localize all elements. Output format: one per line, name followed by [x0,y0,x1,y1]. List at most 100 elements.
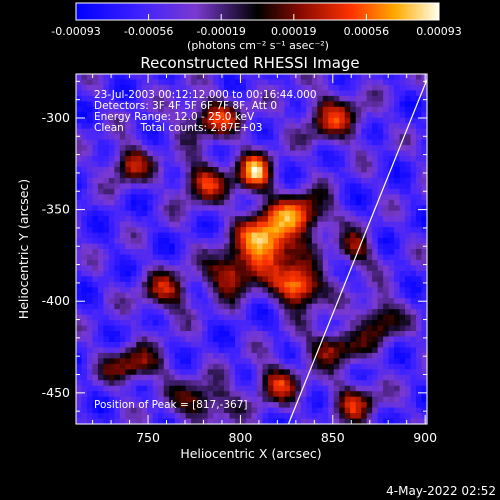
heatmap-cell [97,292,105,299]
heatmap-cell [81,325,88,332]
heatmap-cell [235,352,242,359]
heatmap-cell [136,216,143,223]
heatmap-cell [289,177,296,184]
heatmap-cell [224,112,231,119]
heatmap-cell [377,418,384,425]
heatmap-cell [344,172,351,179]
heatmap-cell [180,407,187,414]
heatmap-cell [152,205,159,212]
heatmap-cell [416,205,423,212]
heatmap-cell [383,194,390,201]
heatmap-cell [92,374,99,381]
heatmap-cell [311,145,318,152]
heatmap-cell [256,320,264,327]
heatmap-cell [328,216,335,223]
heatmap-cell [344,309,351,316]
heatmap-cell [278,325,285,332]
heatmap-cell [103,216,110,223]
heatmap-cell [76,150,83,157]
heatmap-cell [196,117,203,124]
heatmap-cell [251,380,258,387]
heatmap-cell [278,259,285,267]
heatmap-cell [344,325,351,332]
heatmap-cell [114,177,121,184]
heatmap-cell [114,117,121,124]
heatmap-cell [328,369,335,376]
heatmap-cell [92,270,99,277]
heatmap-cell [262,314,269,321]
heatmap-cell [213,194,220,201]
heatmap-cell [130,385,137,392]
heatmap-cell [284,363,291,370]
heatmap-cell [224,347,231,354]
heatmap-cell [339,358,346,365]
heatmap-cell [256,341,264,349]
heatmap-cell [284,95,291,102]
heatmap-cell [213,336,220,343]
heatmap-cell [377,156,384,163]
heatmap-cell [114,106,121,113]
heatmap-cell [229,292,236,299]
heatmap-cell [119,281,126,288]
heatmap-cell [218,331,225,338]
heatmap-cell [76,84,83,92]
heatmap-cell [218,259,225,267]
heatmap-cell [207,249,214,256]
heatmap-cell [295,385,302,392]
heatmap-cell [169,385,176,392]
heatmap-cell [300,172,307,179]
heatmap-cell [278,216,285,223]
heatmap-cell [213,325,220,332]
heatmap-cell [339,309,346,316]
heatmap-cell [92,238,99,245]
heatmap-cell [416,177,423,184]
heatmap-cell [410,270,417,277]
heatmap-cell [339,166,346,174]
heatmap-cell [361,276,368,283]
heatmap-cell [256,391,264,398]
heatmap-cell [421,84,428,92]
heatmap-cell [278,161,285,168]
heatmap-cell [339,210,346,217]
heatmap-cell [174,331,181,338]
heatmap-cell [311,314,318,321]
heatmap-cell [344,276,351,283]
heatmap-cell [136,117,143,124]
heatmap-cell [355,407,362,414]
heatmap-cell [256,232,264,239]
heatmap-cell [339,216,346,223]
heatmap-cell [355,139,362,146]
heatmap-cell [267,347,275,354]
heatmap-cell [317,325,324,332]
heatmap-cell [333,352,340,359]
heatmap-cell [284,374,291,381]
heatmap-cell [207,106,214,113]
heatmap-cell [251,84,258,92]
heatmap-cell [350,281,357,288]
heatmap-cell [97,303,105,310]
heatmap-cell [273,79,280,86]
heatmap-cell [103,117,110,124]
heatmap-cell [235,194,242,201]
heatmap-cell [224,156,231,163]
heatmap-cell [416,188,423,195]
heatmap-cell [147,123,154,130]
heatmap-cell [191,210,198,217]
heatmap-cell [92,418,99,425]
heatmap-cell [300,352,307,359]
heatmap-cell [169,259,176,267]
heatmap-cell [76,341,83,349]
heatmap-cell [130,407,137,414]
heatmap-cell [218,101,225,108]
heatmap-cell [251,95,258,102]
heatmap-cell [152,358,159,365]
heatmap-cell [372,363,379,370]
heatmap-cell [350,199,357,206]
heatmap-cell [213,265,220,272]
heatmap-cell [306,84,313,92]
heatmap-cell [416,325,423,332]
heatmap-cell [169,156,176,163]
heatmap-cell [262,396,269,403]
heatmap-cell [333,254,340,261]
heatmap-cell [267,128,275,135]
